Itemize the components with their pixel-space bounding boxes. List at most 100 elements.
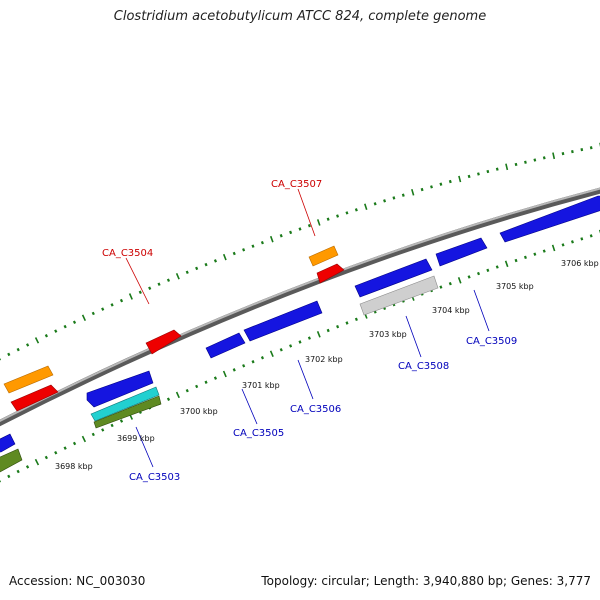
label-ca-c3508: CA_C3508 — [398, 361, 449, 372]
minor-tick — [401, 193, 405, 197]
scale-label-3699: 3699 kbp — [117, 434, 155, 443]
minor-tick — [514, 258, 518, 263]
major-tick — [81, 314, 87, 322]
minor-tick — [119, 419, 124, 423]
gene-blue-edge — [0, 433, 16, 453]
label-ca-c3507: CA_C3507 — [271, 179, 322, 190]
gene-olive-edge — [0, 448, 23, 473]
minor-tick — [354, 317, 358, 321]
gene-cyan-3503 — [90, 386, 160, 422]
minor-tick — [298, 227, 302, 231]
minor-tick — [110, 423, 114, 428]
minor-tick — [166, 278, 171, 282]
gene-ca-c3504 — [145, 329, 182, 355]
minor-tick — [542, 156, 546, 160]
minor-tick — [486, 268, 490, 272]
minor-tick — [430, 185, 433, 189]
major-tick — [316, 219, 321, 226]
minor-tick — [533, 252, 537, 256]
label-leader-lines — [125, 188, 490, 468]
minor-tick — [298, 340, 302, 344]
minor-tick — [336, 214, 340, 218]
gene-ca-c3507 — [316, 263, 345, 284]
minor-tick — [289, 230, 293, 235]
gene-blue-right — [499, 195, 600, 243]
minor-tick — [260, 241, 264, 245]
minor-tick — [138, 290, 142, 295]
minor-tick — [326, 217, 330, 221]
minor-tick — [91, 311, 95, 316]
minor-tick — [580, 148, 584, 152]
minor-tick — [232, 251, 236, 256]
minor-tick — [279, 348, 283, 352]
minor-tick — [25, 465, 30, 469]
major-tick — [175, 272, 180, 280]
minor-tick — [542, 249, 546, 253]
minor-tick — [561, 152, 565, 156]
forward-strand-genes — [3, 245, 345, 412]
minor-tick — [467, 275, 471, 279]
minor-tick — [533, 158, 537, 162]
reverse-strand-genes — [0, 195, 600, 473]
minor-tick — [580, 237, 584, 241]
scale-label-3704: 3704 kbp — [432, 306, 470, 315]
minor-tick — [204, 262, 208, 267]
leader-ca-c3503 — [135, 426, 154, 468]
scale-label-3698: 3698 kbp — [55, 462, 93, 471]
minor-tick — [589, 234, 593, 238]
minor-tick — [307, 224, 311, 228]
minor-tick — [101, 307, 105, 311]
leader-ca-c3509 — [473, 289, 490, 332]
major-tick — [364, 203, 368, 211]
major-tick — [175, 391, 180, 399]
outer-tick-ring — [0, 142, 600, 361]
minor-tick — [307, 336, 311, 340]
minor-tick — [204, 380, 208, 384]
minor-tick — [420, 187, 424, 192]
minor-tick — [16, 347, 20, 352]
minor-tick — [91, 432, 95, 437]
minor-tick — [571, 150, 574, 154]
minor-tick — [72, 320, 77, 324]
minor-tick — [213, 376, 218, 380]
major-tick — [458, 175, 462, 183]
minor-tick — [345, 211, 349, 215]
minor-tick — [16, 469, 20, 474]
minor-tick — [251, 360, 255, 364]
major-tick — [81, 435, 87, 443]
inner-tick-ring — [0, 229, 600, 483]
leader-ca-c3507 — [297, 188, 316, 237]
minor-tick — [336, 325, 340, 329]
major-tick — [316, 331, 321, 338]
minor-tick — [195, 384, 199, 389]
minor-tick — [523, 255, 527, 260]
minor-tick — [589, 146, 593, 150]
minor-tick — [195, 266, 199, 271]
minor-tick — [157, 282, 161, 286]
minor-tick — [354, 208, 358, 212]
leader-ca-c3506 — [297, 359, 314, 400]
major-tick — [551, 244, 556, 252]
map-title: Clostridium acetobutylicum ATCC 824, com… — [113, 9, 487, 24]
genome-summary-text: Topology: circular; Length: 3,940,880 bp… — [261, 574, 591, 588]
minor-tick — [54, 329, 58, 333]
minor-tick — [185, 270, 189, 275]
minor-tick — [72, 441, 77, 446]
major-tick — [457, 277, 462, 284]
gene-blue-c3508 — [354, 258, 433, 298]
minor-tick — [392, 196, 396, 200]
genome-backbone-highlight — [0, 187, 600, 423]
leader-ca-c3505 — [241, 388, 258, 425]
minor-tick — [63, 446, 67, 450]
gene-ca-c3508 — [359, 275, 439, 316]
accession-text: Accession: NC_003030 — [9, 574, 146, 588]
gene-orange-c3507 — [308, 245, 339, 267]
minor-tick — [345, 321, 349, 325]
gene-ca-c3505 — [205, 332, 246, 359]
minor-tick — [524, 160, 527, 164]
leader-ca-c3508 — [405, 315, 422, 358]
minor-tick — [119, 298, 124, 303]
scale-label-3705: 3705 kbp — [496, 282, 534, 291]
minor-tick — [7, 352, 11, 357]
